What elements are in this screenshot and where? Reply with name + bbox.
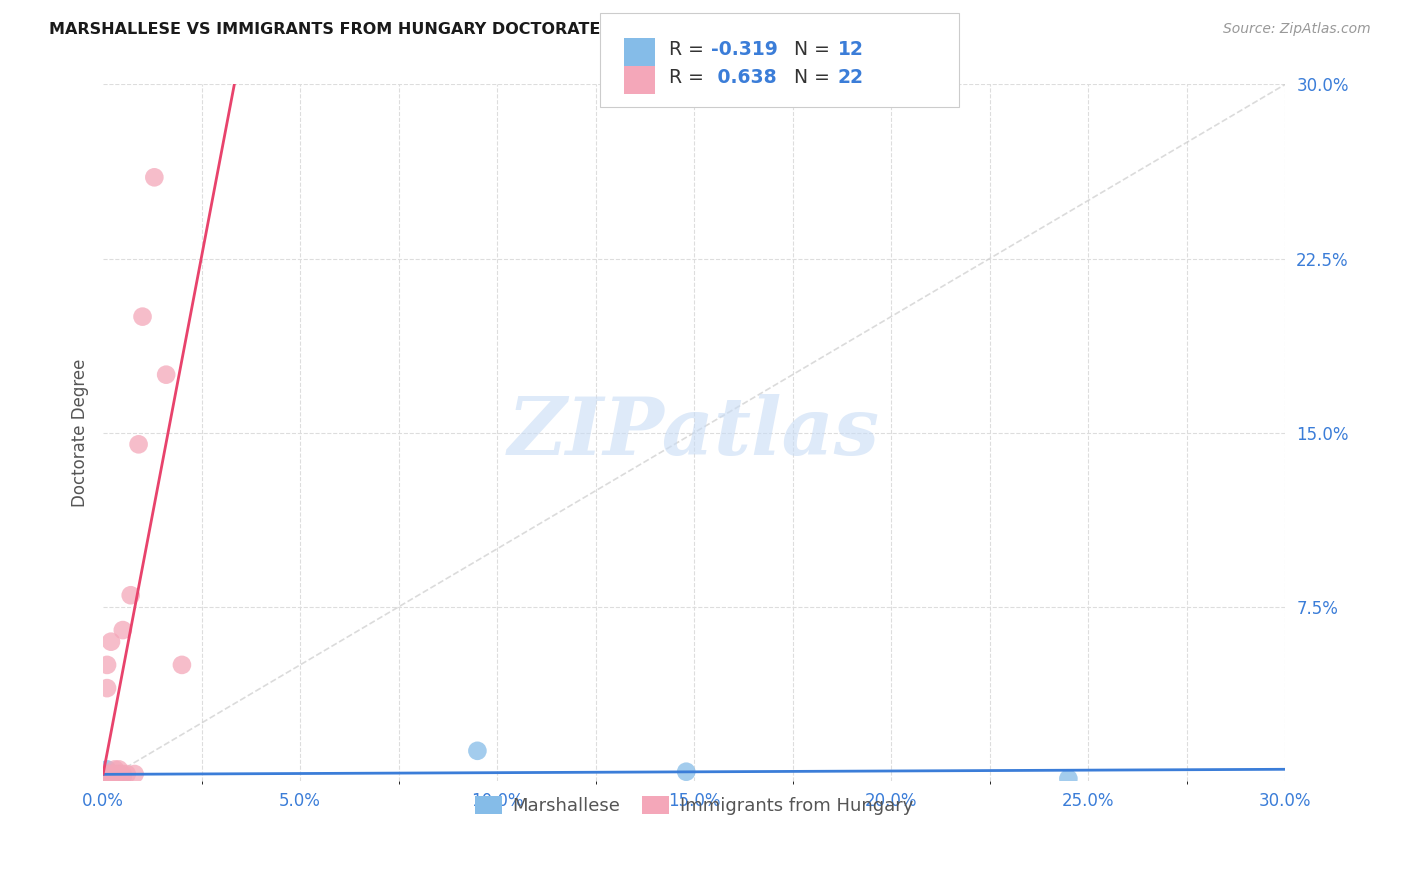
Point: [108, 767, 131, 781]
Point: [675, 764, 697, 779]
Point: [115, 767, 138, 781]
Point: [143, 170, 166, 185]
Point: [108, 763, 131, 777]
Y-axis label: Doctorate Degree: Doctorate Degree: [72, 359, 89, 507]
Point: [104, 772, 127, 786]
Text: R =: R =: [669, 68, 710, 87]
Point: [170, 657, 193, 672]
Point: [104, 769, 127, 783]
Point: [111, 623, 134, 637]
Point: [1057, 772, 1080, 786]
Text: MARSHALLESE VS IMMIGRANTS FROM HUNGARY DOCTORATE DEGREE CORRELATION CHART: MARSHALLESE VS IMMIGRANTS FROM HUNGARY D…: [49, 22, 876, 37]
Point: [108, 767, 131, 781]
Point: [104, 767, 127, 781]
Text: N =: N =: [782, 68, 835, 87]
Point: [96, 763, 118, 777]
Text: 0.638: 0.638: [711, 68, 778, 87]
Text: 22: 22: [838, 68, 863, 87]
Text: ZIPatlas: ZIPatlas: [508, 394, 880, 472]
Point: [91, 769, 114, 783]
Point: [467, 744, 489, 758]
Point: [111, 769, 134, 783]
Point: [100, 769, 122, 783]
Point: [96, 767, 118, 781]
Point: [96, 769, 118, 783]
Point: [124, 767, 146, 781]
Point: [120, 588, 142, 602]
Text: R =: R =: [669, 40, 710, 59]
Text: 12: 12: [838, 40, 863, 59]
Point: [111, 767, 134, 781]
Point: [100, 767, 122, 781]
Point: [100, 772, 122, 786]
Point: [91, 767, 114, 781]
Legend: Marshallese, Immigrants from Hungary: Marshallese, Immigrants from Hungary: [465, 788, 922, 824]
Point: [96, 657, 118, 672]
Point: [128, 437, 150, 451]
Point: [131, 310, 153, 324]
Point: [100, 767, 122, 781]
Point: [96, 769, 118, 783]
Text: N =: N =: [782, 40, 835, 59]
Point: [104, 763, 127, 777]
Text: -0.319: -0.319: [711, 40, 779, 59]
Point: [100, 634, 122, 648]
Text: Source: ZipAtlas.com: Source: ZipAtlas.com: [1223, 22, 1371, 37]
Point: [96, 681, 118, 695]
Point: [155, 368, 177, 382]
